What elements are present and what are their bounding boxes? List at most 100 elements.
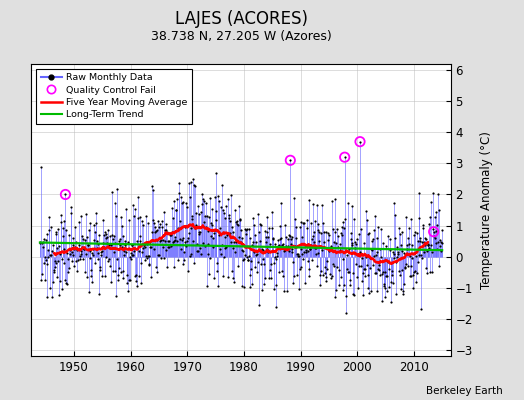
Point: [335, 267, 343, 273]
Point: [235, 234, 243, 240]
Point: [324, 236, 332, 243]
Point: [48, 294, 57, 300]
Point: [286, 233, 294, 240]
Point: [70, 262, 79, 269]
Point: [268, 224, 276, 231]
Point: [429, 226, 438, 232]
Point: [115, 238, 124, 244]
Point: [407, 216, 415, 222]
Point: [286, 157, 294, 164]
Point: [367, 288, 375, 294]
Point: [390, 200, 398, 206]
Point: [97, 252, 105, 258]
Point: [36, 240, 45, 246]
Point: [100, 232, 108, 238]
Point: [287, 248, 296, 255]
Point: [415, 252, 423, 258]
Point: [171, 237, 179, 243]
Point: [219, 273, 227, 280]
Point: [206, 255, 214, 261]
Point: [187, 225, 195, 232]
Point: [428, 269, 436, 275]
Point: [408, 242, 416, 248]
Point: [165, 237, 173, 244]
Point: [401, 265, 410, 272]
Point: [168, 215, 177, 221]
Point: [401, 264, 409, 270]
Point: [174, 190, 183, 196]
Point: [101, 229, 109, 235]
Point: [434, 191, 442, 197]
Point: [421, 242, 429, 248]
Point: [116, 236, 124, 242]
Point: [332, 287, 341, 293]
Point: [419, 222, 427, 228]
Point: [384, 233, 392, 239]
Point: [270, 254, 279, 260]
Point: [347, 236, 355, 242]
Point: [114, 272, 122, 278]
Point: [249, 215, 257, 221]
Point: [234, 203, 243, 210]
Point: [125, 216, 133, 223]
Point: [250, 249, 258, 255]
Point: [61, 191, 70, 198]
Point: [200, 198, 208, 204]
Point: [61, 191, 70, 198]
Point: [259, 247, 267, 254]
Point: [196, 229, 204, 235]
Point: [147, 244, 156, 250]
Point: [101, 231, 110, 237]
Point: [322, 229, 331, 235]
Point: [438, 226, 446, 233]
Point: [300, 249, 308, 256]
Point: [223, 232, 231, 238]
Point: [266, 266, 275, 273]
Point: [375, 262, 384, 268]
Point: [314, 221, 323, 227]
Point: [187, 251, 195, 257]
Point: [77, 248, 85, 255]
Point: [339, 219, 347, 225]
Point: [281, 246, 290, 253]
Point: [172, 207, 180, 213]
Point: [105, 256, 113, 262]
Point: [203, 283, 211, 290]
Point: [244, 256, 253, 263]
Point: [377, 253, 385, 260]
Point: [64, 232, 73, 238]
Point: [238, 247, 246, 254]
Point: [419, 224, 428, 231]
Point: [204, 228, 212, 234]
Point: [320, 238, 328, 245]
Point: [67, 204, 75, 210]
Point: [135, 248, 143, 254]
Point: [132, 278, 140, 284]
Point: [55, 243, 63, 249]
Point: [361, 266, 369, 272]
Point: [49, 266, 58, 273]
Point: [403, 246, 411, 252]
Point: [430, 228, 438, 235]
Point: [244, 226, 253, 232]
Point: [412, 230, 421, 236]
Point: [181, 224, 189, 230]
Point: [349, 290, 357, 297]
Point: [275, 241, 283, 248]
Point: [103, 240, 112, 247]
Point: [430, 214, 439, 221]
Point: [302, 217, 311, 224]
Point: [57, 212, 65, 218]
Point: [426, 214, 434, 221]
Point: [68, 257, 76, 264]
Point: [288, 245, 296, 252]
Point: [184, 180, 193, 186]
Point: [213, 259, 221, 266]
Point: [399, 288, 408, 294]
Point: [219, 207, 227, 213]
Point: [292, 224, 300, 230]
Point: [172, 207, 181, 213]
Point: [128, 242, 137, 248]
Point: [143, 255, 151, 261]
Point: [194, 248, 202, 254]
